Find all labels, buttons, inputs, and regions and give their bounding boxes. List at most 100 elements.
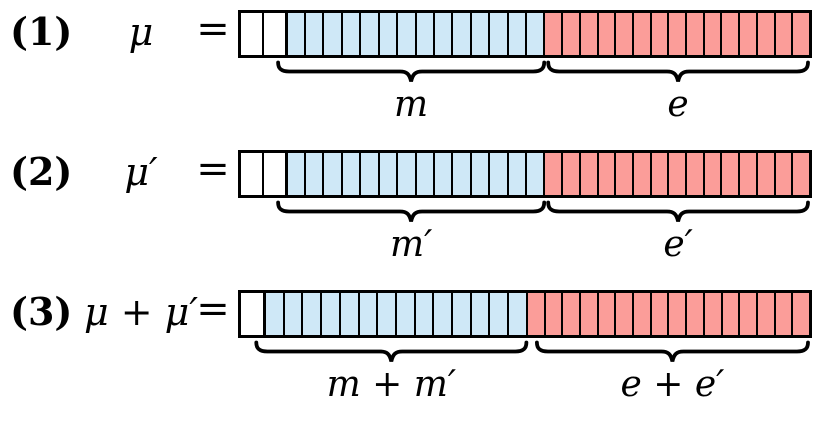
exponent-brace-label: e′ — [663, 224, 693, 265]
equation-row-2: (2) μ′ = m′ e′ — [0, 140, 814, 286]
lead-cell — [263, 13, 285, 55]
mantissa-cell — [287, 13, 306, 55]
mantissa-cell — [324, 13, 343, 55]
mantissa-cell — [508, 13, 528, 55]
mantissa-cell — [453, 153, 472, 195]
mantissa-cell — [379, 153, 399, 195]
mantissa-cell — [527, 13, 544, 55]
exponent-cell — [704, 153, 723, 195]
lead-segment — [241, 293, 266, 335]
underbraces-svg — [276, 200, 810, 222]
underbrace — [535, 340, 810, 362]
mantissa-brace-label: m — [394, 84, 429, 125]
exponent-cell — [580, 293, 599, 335]
underbraces-svg — [276, 60, 810, 82]
exponent-cell — [651, 153, 670, 195]
mantissa-cell — [453, 13, 472, 55]
underbrace — [546, 200, 810, 222]
mantissa-cell — [265, 293, 285, 335]
exponent-cell — [563, 293, 581, 335]
exponent-cell — [704, 13, 723, 55]
mantissa-cell — [324, 153, 343, 195]
mantissa-brace-label: m + m′ — [326, 364, 457, 405]
mantissa-segment — [287, 13, 546, 55]
exponent-cell — [757, 293, 776, 335]
exponent-cell — [775, 13, 794, 55]
mantissa-segment — [287, 153, 546, 195]
exponent-cell — [722, 13, 741, 55]
mantissa-cell — [527, 153, 544, 195]
mantissa-cell — [471, 293, 491, 335]
exponent-brace-label: e — [667, 84, 689, 125]
bit-bar — [238, 150, 812, 198]
exponent-segment — [545, 13, 809, 55]
exponent-cell — [757, 153, 776, 195]
exponent-cell — [793, 13, 809, 55]
equation-number: (3) — [10, 289, 73, 334]
exponent-cell — [563, 13, 581, 55]
mantissa-cell — [284, 293, 304, 335]
mantissa-cell — [359, 293, 379, 335]
exponent-cell — [722, 153, 741, 195]
underbrace — [276, 200, 547, 222]
exponent-segment — [545, 153, 809, 195]
mantissa-segment — [265, 293, 528, 335]
exponent-cell — [634, 293, 652, 335]
exponent-cell — [669, 293, 688, 335]
exponent-cell — [704, 293, 723, 335]
exponent-cell — [740, 293, 758, 335]
mantissa-cell — [508, 153, 528, 195]
equals-sign: = — [196, 6, 230, 52]
mantissa-cell — [490, 293, 510, 335]
mantissa-cell — [416, 13, 435, 55]
exponent-cell — [598, 153, 617, 195]
lhs-symbol: μ — [128, 10, 154, 54]
underbrace — [546, 60, 810, 82]
exponent-cell — [633, 153, 652, 195]
mantissa-brace-label: m′ — [389, 224, 433, 265]
mantissa-cell — [322, 293, 341, 335]
exponent-cell — [687, 13, 705, 55]
equation-number: (2) — [10, 149, 73, 194]
equation-row-3: (3) μ + μ′ = m + m′ e + e′ — [0, 280, 814, 426]
exponent-cell — [775, 153, 794, 195]
mantissa-cell — [398, 153, 417, 195]
exponent-cell — [651, 293, 670, 335]
lead-cell — [241, 293, 263, 335]
exponent-cell — [740, 153, 758, 195]
lhs-symbol: μ′ — [124, 150, 158, 194]
mantissa-cell — [434, 153, 454, 195]
exponent-cell — [545, 293, 564, 335]
mantissa-cell — [471, 153, 491, 195]
exponent-cell — [669, 153, 688, 195]
exponent-cell — [616, 13, 634, 55]
exponent-cell — [793, 153, 809, 195]
mantissa-cell — [434, 293, 454, 335]
exponent-cell — [687, 153, 705, 195]
underbrace — [254, 340, 529, 362]
exponent-cell — [757, 13, 776, 55]
mantissa-cell — [379, 13, 399, 55]
equation-number: (1) — [10, 9, 73, 54]
exponent-cell — [616, 153, 634, 195]
exponent-cell — [545, 13, 564, 55]
exponent-cell — [545, 153, 564, 195]
mantissa-cell — [305, 13, 325, 55]
lead-cell — [241, 153, 264, 195]
mantissa-cell — [303, 293, 323, 335]
exponent-cell — [563, 153, 581, 195]
lead-cell — [263, 153, 285, 195]
exponent-cell — [580, 153, 599, 195]
exponent-cell — [616, 293, 635, 335]
equals-sign: = — [196, 146, 230, 192]
exponent-cell — [793, 293, 810, 335]
exponent-cell — [669, 13, 688, 55]
mantissa-cell — [398, 13, 417, 55]
mantissa-cell — [340, 293, 360, 335]
bit-bar — [238, 10, 812, 58]
exponent-cell — [775, 293, 794, 335]
exponent-cell — [598, 13, 617, 55]
mantissa-cell — [490, 153, 509, 195]
exponent-cell — [527, 293, 546, 335]
